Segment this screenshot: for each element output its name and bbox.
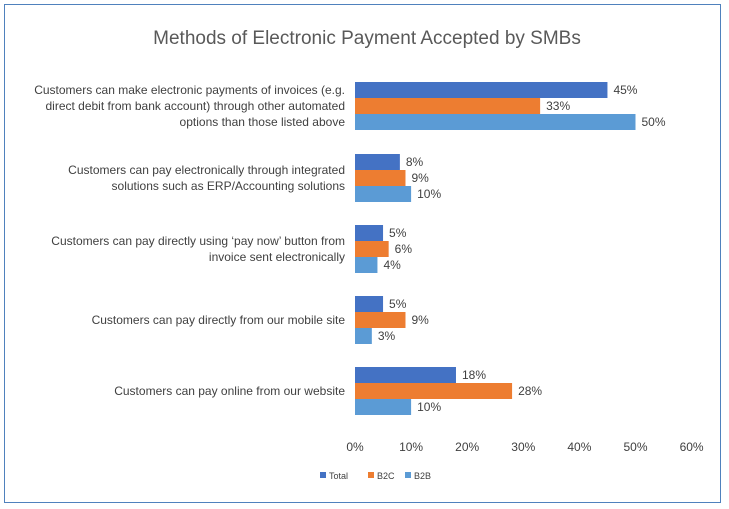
bar-b2b-5 (355, 399, 412, 415)
category-label-3: Customers can pay directly using ‘pay no… (51, 234, 345, 264)
x-tick-label: 30% (511, 440, 535, 454)
x-tick-label: 20% (455, 440, 479, 454)
category-label-line: Customers can pay directly from our mobi… (92, 313, 346, 327)
bar-b2c-4 (355, 312, 406, 328)
data-label-total-4: 5% (389, 297, 407, 311)
data-label-b2c-2: 9% (411, 171, 429, 185)
category-label-2: Customers can pay electronically through… (68, 163, 345, 193)
category-label-line: Customers can pay electronically through… (68, 163, 345, 177)
bar-b2c-3 (355, 241, 389, 257)
category-label-line: invoice sent electronically (209, 250, 345, 264)
bar-b2b-1 (355, 114, 636, 130)
category-label-line: Customers can make electronic payments o… (34, 83, 345, 97)
data-label-total-5: 18% (462, 368, 486, 382)
data-label-b2b-5: 10% (417, 400, 441, 414)
data-label-b2b-1: 50% (642, 115, 666, 129)
bar-total-4 (355, 296, 384, 312)
data-label-b2c-5: 28% (518, 384, 542, 398)
data-label-total-3: 5% (389, 226, 407, 240)
legend-label-b2b: B2B (414, 471, 431, 481)
bar-total-2 (355, 154, 400, 170)
data-label-b2c-1: 33% (546, 99, 570, 113)
x-tick-label: 40% (567, 440, 591, 454)
bar-b2c-1 (355, 98, 541, 114)
x-tick-label: 0% (346, 440, 364, 454)
bar-b2b-3 (355, 257, 378, 273)
data-label-b2b-3: 4% (383, 258, 401, 272)
bar-b2b-4 (355, 328, 372, 344)
data-label-b2c-4: 9% (411, 313, 429, 327)
category-label-line: Customers can pay online from our websit… (114, 384, 345, 398)
category-label-5: Customers can pay online from our websit… (114, 384, 345, 398)
x-tick-label: 60% (680, 440, 704, 454)
category-label-4: Customers can pay directly from our mobi… (92, 313, 346, 327)
bar-total-5 (355, 367, 456, 383)
bar-b2b-2 (355, 186, 412, 202)
bar-total-3 (355, 225, 384, 241)
legend-label-b2c: B2C (377, 471, 395, 481)
x-tick-label: 10% (399, 440, 423, 454)
bar-b2c-5 (355, 383, 513, 399)
category-label-line: options than those listed above (180, 115, 346, 129)
category-label-line: solutions such as ERP/Accounting solutio… (112, 179, 345, 193)
data-label-total-2: 8% (406, 155, 424, 169)
x-tick-label: 50% (623, 440, 647, 454)
bar-chart: Methods of Electronic Payment Accepted b… (34, 28, 704, 481)
category-label-line: Customers can pay directly using ‘pay no… (51, 234, 345, 248)
data-label-b2c-3: 6% (395, 242, 413, 256)
legend-label-total: Total (329, 471, 348, 481)
data-label-b2b-2: 10% (417, 187, 441, 201)
legend-swatch-total (320, 472, 326, 478)
legend-swatch-b2b (405, 472, 411, 478)
category-label-1: Customers can make electronic payments o… (34, 83, 345, 129)
legend-swatch-b2c (368, 472, 374, 478)
chart-title: Methods of Electronic Payment Accepted b… (153, 28, 581, 49)
chart-frame: Methods of Electronic Payment Accepted b… (4, 4, 721, 503)
data-label-total-1: 45% (613, 83, 637, 97)
data-label-b2b-4: 3% (378, 329, 396, 343)
bar-b2c-2 (355, 170, 406, 186)
bar-total-1 (355, 82, 608, 98)
category-label-line: direct debit from bank account) through … (45, 99, 345, 113)
